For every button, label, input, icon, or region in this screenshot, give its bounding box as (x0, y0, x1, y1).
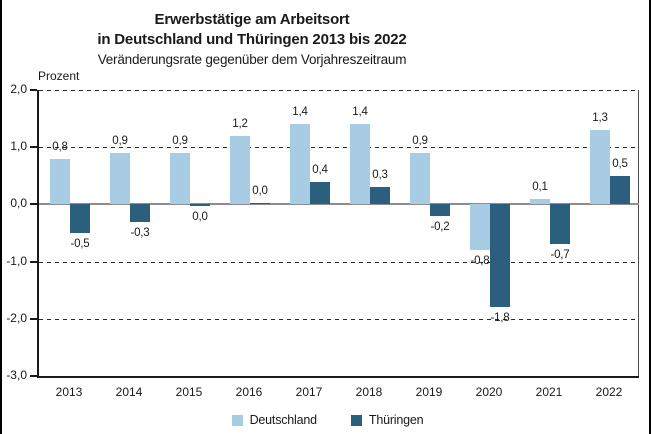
y-tick-label: 2,0 (10, 82, 27, 96)
bar-value-label: 1,2 (232, 117, 248, 130)
bar-deutschland-2022 (590, 130, 610, 205)
x-tick-label-2017: 2017 (295, 385, 323, 399)
y-axis-tick (30, 203, 37, 206)
y-axis-unit-label: Prozent (38, 69, 80, 83)
bar-value-label: 0,1 (532, 180, 548, 193)
legend: Deutschland Thüringen (2, 413, 649, 427)
x-axis-bottom-line (37, 376, 639, 378)
bar-thüringen-2013 (70, 204, 90, 233)
bar-value-label: -0,3 (130, 226, 150, 239)
bar-deutschland-2018 (350, 124, 370, 205)
bar-value-label: 0,0 (192, 210, 208, 223)
bar-thüringen-2021 (550, 204, 570, 245)
legend-swatch-deutschland-icon (231, 414, 243, 426)
bar-value-label: 1,4 (292, 106, 308, 119)
x-tick-label-2014: 2014 (115, 385, 143, 399)
bar-deutschland-2020 (470, 204, 490, 251)
bar-thüringen-2018 (370, 187, 390, 205)
x-tick-label-2015: 2015 (175, 385, 203, 399)
legend-item-thueringen: Thüringen (350, 413, 424, 427)
y-axis-tick (30, 260, 37, 263)
y-axis-tick (30, 317, 37, 320)
bar-value-label: -0,5 (70, 238, 90, 250)
legend-label-thueringen: Thüringen (368, 413, 424, 427)
x-tick-label-2018: 2018 (355, 385, 383, 399)
bar-value-label: 0,5 (612, 157, 628, 170)
x-tick-label-2022: 2022 (595, 385, 623, 399)
y-axis-tick (30, 89, 37, 91)
legend-swatch-thueringen-icon (350, 414, 362, 426)
y-tick-label: 0,0 (10, 196, 27, 211)
chart-title-line1: Erwerbstätige am Arbeitsort (154, 11, 350, 28)
bar-value-label: 0,3 (372, 169, 388, 182)
bar-thüringen-2020 (490, 204, 510, 308)
gridline (39, 261, 639, 263)
chart-title-line2: in Deutschland und Thüringen 2013 bis 20… (97, 31, 407, 48)
plot-right-border (638, 90, 639, 376)
bar-value-label: -0,2 (430, 220, 450, 233)
bar-deutschland-2017 (290, 124, 310, 205)
bar-thüringen-2017 (310, 181, 330, 205)
bar-value-label: 1,3 (592, 112, 608, 125)
bar-value-label: 0,9 (112, 134, 128, 147)
legend-item-deutschland: Deutschland (231, 413, 317, 427)
bar-thüringen-2022 (610, 175, 630, 205)
y-axis-tick (30, 146, 37, 149)
bar-value-label: -0,7 (550, 249, 570, 262)
bar-value-label: 0,9 (412, 134, 428, 147)
chart-subtitle: Veränderungsrate gegenüber dem Vorjahres… (97, 52, 407, 67)
legend-label-deutschland: Deutschland (249, 413, 317, 427)
gridline (39, 90, 639, 91)
bar-value-label: 0,8 (52, 140, 68, 153)
chart-title-block: Erwerbstätige am Arbeitsort in Deutschla… (2, 10, 502, 69)
gridline (39, 147, 639, 149)
bar-thüringen-2019 (430, 204, 450, 216)
x-tick-label-2013: 2013 (55, 385, 83, 399)
bar-value-label: 0,0 (252, 184, 268, 197)
y-tick-label: -2,0 (6, 310, 27, 325)
bar-thüringen-2015 (190, 204, 210, 206)
bar-value-label: 0,9 (172, 134, 188, 147)
y-tick-label: -3,0 (6, 368, 27, 382)
bar-thüringen-2014 (130, 204, 150, 222)
bar-value-label: -0,8 (470, 255, 490, 268)
gridline (39, 318, 639, 320)
y-tick-label: -1,0 (6, 253, 27, 268)
y-axis-line (37, 90, 39, 378)
bar-deutschland-2016 (230, 135, 250, 205)
y-axis-tick (30, 375, 37, 377)
x-tick-label-2016: 2016 (235, 385, 263, 399)
bar-value-label: 0,4 (312, 163, 328, 176)
bar-deutschland-2021 (530, 198, 550, 205)
bar-thüringen-2016 (250, 202, 270, 205)
x-tick-label-2019: 2019 (415, 385, 443, 399)
bar-value-label: -1,8 (490, 312, 510, 325)
zero-line (39, 203, 639, 206)
bar-value-label: 1,4 (352, 106, 368, 119)
x-tick-label-2021: 2021 (535, 385, 563, 399)
y-tick-label: 1,0 (10, 139, 27, 154)
x-tick-label-2020: 2020 (475, 385, 503, 399)
bar-deutschland-2015 (170, 152, 190, 205)
bar-deutschland-2019 (410, 152, 430, 205)
plot-area: 0,8 0,9 0,9 1,2 1,4 1,4 0,9 -0,8 0,1 1,3 -0,5 -0,3 0… (39, 90, 639, 376)
bar-deutschland-2014 (110, 152, 130, 205)
bar-deutschland-2013 (50, 158, 70, 205)
